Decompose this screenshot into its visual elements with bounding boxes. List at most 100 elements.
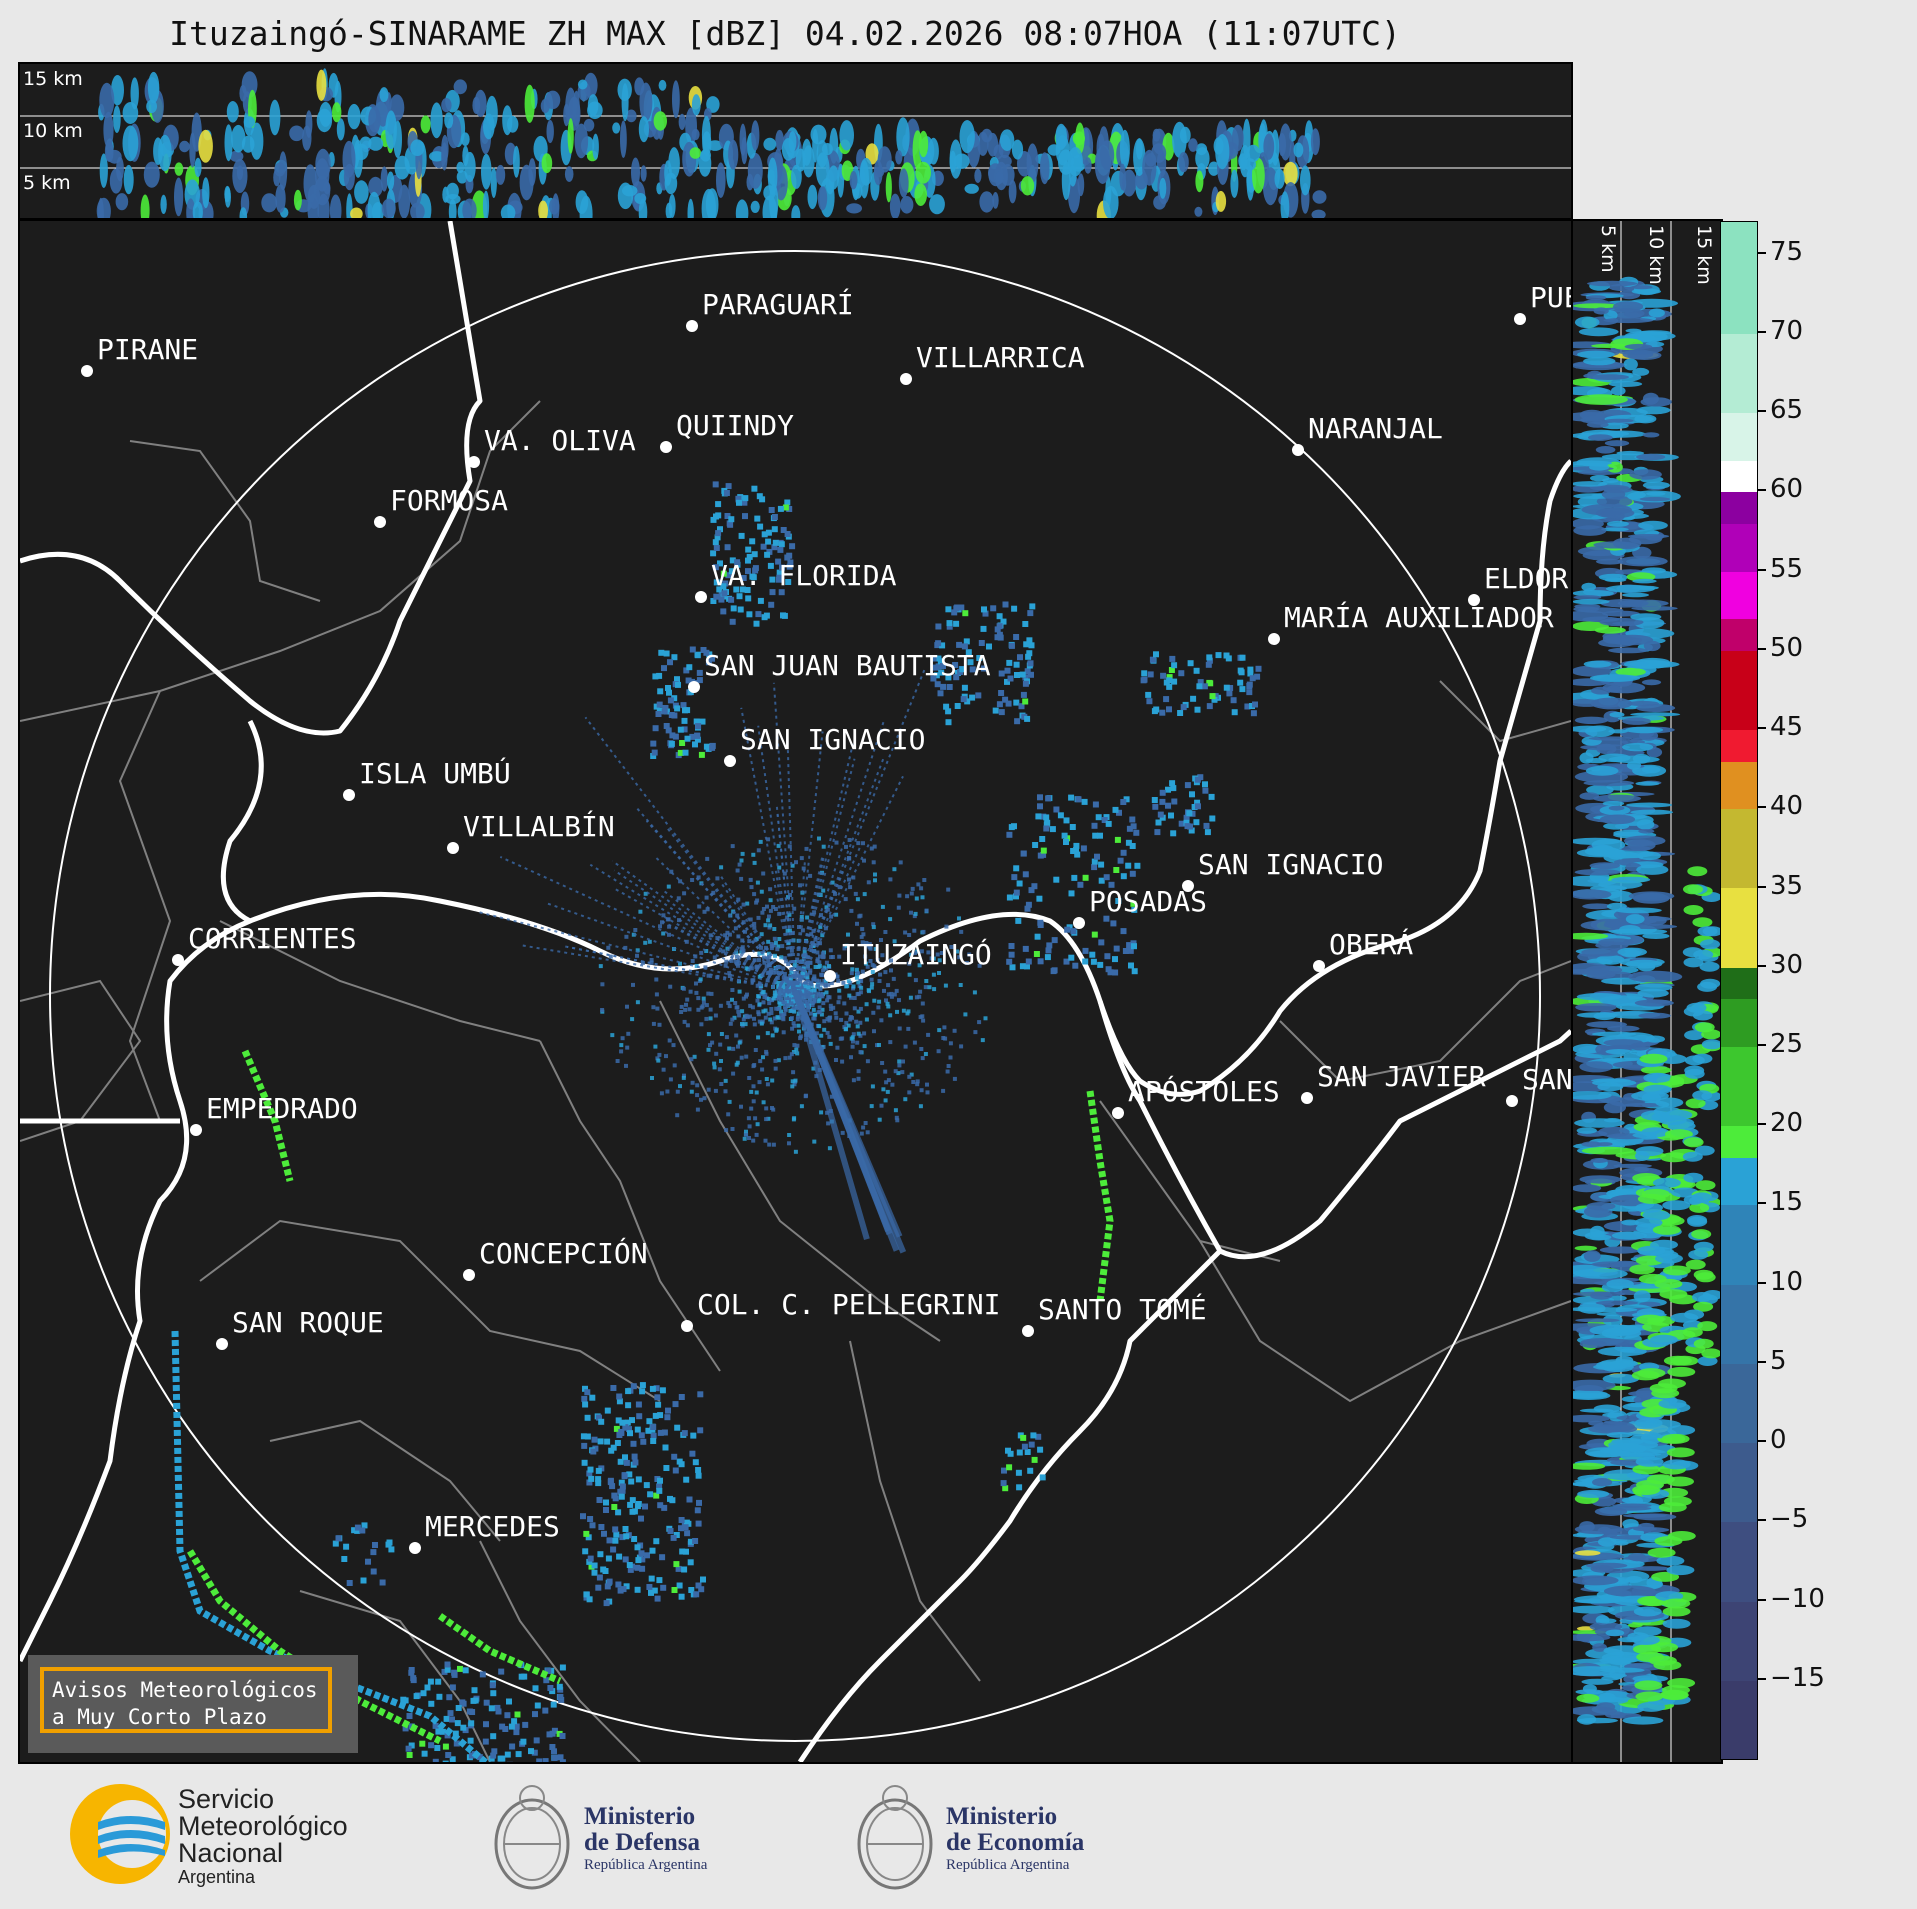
- cross-section-echo: [638, 198, 648, 218]
- side-cross-section-echo: [1635, 781, 1660, 786]
- side-cross-section-echo: [1576, 993, 1623, 1001]
- side-cross-section-echo: [1583, 1307, 1638, 1313]
- side-cross-section-echo: [1590, 1225, 1605, 1238]
- province-border: [269, 1419, 501, 1542]
- cross-section-echo: [918, 130, 929, 158]
- cross-section-echo: [574, 123, 589, 159]
- colorbar-tick-label: 5: [1770, 1345, 1787, 1376]
- side-cross-section-echo: [1697, 1321, 1718, 1332]
- footer-logo-graphics: [70, 1784, 933, 1890]
- economia-seal-icon: [857, 1785, 933, 1890]
- side-cross-section-echo: [1701, 1039, 1721, 1050]
- cross-section-echo: [900, 196, 914, 214]
- city-label: VA. FLORIDA: [711, 559, 897, 592]
- cross-section-echo: [664, 172, 678, 195]
- side-cross-section-echo: [1592, 1079, 1637, 1087]
- cross-section-echo: [243, 116, 255, 128]
- cross-section-echo: [612, 122, 621, 134]
- colorbar-tick: [1758, 1440, 1766, 1443]
- cross-section-echo: [640, 165, 647, 182]
- side-cross-section-echo: [1593, 1012, 1616, 1021]
- height-label-15km: 15 km: [23, 68, 83, 90]
- side-cross-section-echo: [1633, 1606, 1662, 1617]
- side-cross-section-echo: [1585, 765, 1619, 776]
- cross-section-echo: [839, 120, 854, 151]
- side-cross-section-echo: [1605, 584, 1656, 593]
- cross-section-echo: [368, 136, 384, 151]
- echo-arc: [171, 1330, 491, 1762]
- colorbar-tick-label: −10: [1770, 1583, 1825, 1614]
- side-cross-section-echo: [1627, 1623, 1643, 1628]
- side-cross-section-echo: [1573, 837, 1622, 845]
- cross-section-echo: [189, 132, 196, 168]
- cross-section-echo: [735, 199, 749, 218]
- cross-section-echo: [513, 145, 520, 178]
- side-cross-section-echo: [1596, 1618, 1617, 1624]
- city-label: COL. C. PELLEGRINI: [697, 1288, 1001, 1321]
- side-cross-section-echo: [1579, 1340, 1607, 1348]
- economia-line-3: República Argentina: [946, 1857, 1070, 1873]
- side-cross-section-echo: [1591, 1031, 1637, 1037]
- cross-section-echo: [111, 75, 124, 106]
- side-cross-section-echo: [1582, 903, 1612, 910]
- side-cross-section-echo: [1635, 1691, 1664, 1702]
- cross-section-echo: [1300, 165, 1311, 196]
- cross-section-echo: [739, 123, 747, 156]
- side-cross-section-echo: [1573, 1575, 1619, 1586]
- cross-section-echo: [147, 71, 160, 104]
- side-cross-section-echo: [1637, 851, 1661, 861]
- side-cross-section-echo: [1623, 835, 1666, 846]
- colorbar-segment: [1721, 808, 1757, 889]
- city-marker: [1268, 633, 1280, 645]
- cross-section-echo: [577, 79, 588, 90]
- colorbar-segment: [1721, 222, 1757, 334]
- colorbar-tick: [1758, 806, 1766, 809]
- side-cross-section-echo: [1573, 1379, 1616, 1391]
- colorbar-segment: [1721, 966, 1757, 1000]
- side-cross-section-echo: [1573, 1392, 1608, 1399]
- city-label: ISLA UMBÚ: [359, 757, 511, 790]
- city-label: FORMOSA: [390, 484, 509, 517]
- cross-section-echo: [350, 207, 363, 218]
- side-cross-section-echo: [1601, 1327, 1642, 1340]
- cross-section-echo: [1072, 131, 1085, 146]
- colorbar-tick: [1758, 727, 1766, 730]
- cross-section-echo: [202, 177, 210, 209]
- side-cross-section-echo: [1581, 1678, 1614, 1685]
- top-cross-section-plot: [20, 68, 1571, 218]
- side-cross-section-echo: [1701, 1029, 1721, 1040]
- cross-section-echo: [179, 140, 190, 153]
- side-cross-section-echo: [1579, 1408, 1614, 1413]
- aviso-button[interactable]: Avisos Meteorológicos a Muy Corto Plazo: [40, 1667, 332, 1733]
- colorbar-tick-label: 15: [1770, 1187, 1804, 1218]
- side-cross-section-echo: [1614, 1541, 1629, 1546]
- cross-section-echo: [192, 201, 203, 218]
- side-height-label-15km: 15 km: [1693, 225, 1715, 285]
- river-line: [20, 221, 483, 736]
- cross-section-echo: [810, 124, 827, 145]
- side-cross-section-echo: [1583, 660, 1612, 668]
- aviso-box[interactable]: Avisos Meteorológicos a Muy Corto Plazo: [28, 1655, 358, 1753]
- colorbar-tick: [1758, 251, 1766, 254]
- cross-section-echo: [224, 185, 231, 203]
- city-label: MARÍA AUXILIADOR: [1284, 601, 1554, 634]
- side-cross-section-echo: [1629, 660, 1680, 668]
- city-label: VA. OLIVA: [484, 424, 636, 457]
- colorbar-segment: [1721, 1045, 1757, 1127]
- province-border: [299, 1590, 491, 1762]
- side-cross-section-echo: [1635, 1146, 1664, 1157]
- river-line: [797, 1249, 1222, 1762]
- side-cross-section-echo: [1630, 285, 1653, 290]
- side-cross-section-echo: [1574, 869, 1621, 876]
- side-cross-section-echo: [1599, 1057, 1644, 1062]
- cross-section-echo: [387, 171, 395, 191]
- cross-section-echo: [1312, 190, 1327, 204]
- side-cross-section-echo: [1697, 981, 1718, 992]
- colorbar-segment: [1721, 1204, 1757, 1285]
- cross-section-echo: [700, 149, 711, 162]
- colorbar-tick-label: 70: [1770, 315, 1804, 346]
- side-cross-section-echo: [1669, 1294, 1698, 1305]
- cross-section-echo: [241, 135, 255, 153]
- side-cross-section-echo: [1634, 1167, 1650, 1172]
- cross-section-echo: [1293, 142, 1304, 158]
